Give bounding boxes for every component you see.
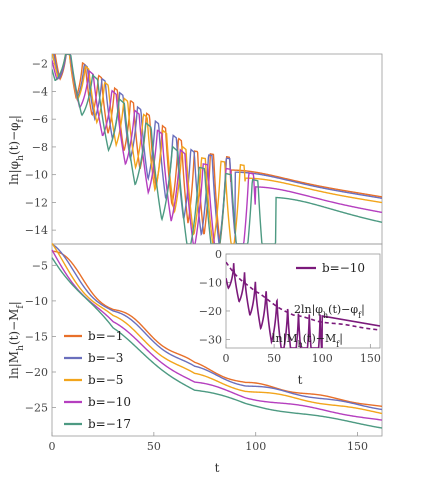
inset-y-tick-label-2: −20 <box>199 305 222 318</box>
bottom-x-ticks: 0 50 100 150 <box>49 432 368 453</box>
inset-series-lines <box>226 261 380 348</box>
inset-y-tick-label-3: −30 <box>199 333 222 346</box>
bottom-y-ticks: −5 −10 −15 −20 −25 <box>25 259 56 415</box>
inset-x-tick-label-3: 150 <box>360 352 381 365</box>
bottom-series-line-2 <box>51 242 383 415</box>
bottom-series-line-0 <box>51 250 383 408</box>
inset-panel: 0 −10 −20 −30 0 50 100 150 t b=−10 2ln|φh(t)−φ… <box>199 248 381 387</box>
top-series-line-1 <box>52 54 382 244</box>
bottom-x-axis-label: t <box>215 461 220 475</box>
top-y-tick-label-1: −4 <box>32 85 48 98</box>
inset-annotation-phi: 2ln|φh(t)−φf| <box>294 303 365 320</box>
inset-y-tick-label-1: −10 <box>199 276 222 289</box>
bottom-x-tick-label-2: 100 <box>245 440 266 453</box>
bottom-y-tick-label-1: −10 <box>25 295 48 308</box>
inset-x-tick-label-1: 50 <box>267 352 281 365</box>
top-y-ticks: −2 −4 −6 −8 −10 −12 −14 <box>25 58 56 237</box>
bottom-x-tick-label-1: 50 <box>147 440 161 453</box>
top-series-lines <box>52 54 382 244</box>
top-y-tick-label-2: −6 <box>32 113 48 126</box>
top-y-tick-label-6: −14 <box>25 224 48 237</box>
top-series-line-2 <box>52 54 382 244</box>
bottom-y-tick-label-4: −25 <box>25 402 48 415</box>
legend-label-1: b=−3 <box>88 351 123 365</box>
bottom-series-line-3 <box>51 249 383 421</box>
inset-x-axis-label: t <box>298 373 303 387</box>
inset-annotation-m: ln|Mh(t)−Mf| <box>272 332 343 349</box>
top-panel: −2 −4 −6 −8 −10 −12 −14 ln|φh(t)−φf| <box>7 53 383 245</box>
inset-y-tick-label-0: 0 <box>215 248 222 261</box>
top-series-line-4 <box>52 54 382 244</box>
bottom-y-tick-label-2: −15 <box>25 330 48 343</box>
bottom-x-tick-label-0: 0 <box>49 440 56 453</box>
legend-label-4: b=−17 <box>88 417 131 431</box>
bottom-panel: −5−10−15−20−25 0 50 100 150 ln|Mh(t)−Mf| t … <box>7 242 383 475</box>
top-y-tick-label-3: −8 <box>32 141 48 154</box>
legend-label-3: b=−10 <box>88 395 131 409</box>
inset-panel-frame <box>225 253 381 349</box>
bottom-series-line-4 <box>51 257 383 429</box>
bottom-panel-frame <box>51 243 383 437</box>
legend: b=−1 b=−3 b=−5 b=−10 b=−17 <box>64 329 131 431</box>
inset-x-tick-label-2: 100 <box>312 352 333 365</box>
top-y-tick-label-0: −2 <box>32 58 48 71</box>
inset-y-ticks: 0 −10 −20 −30 <box>199 248 230 346</box>
top-y-axis-label: ln|φh(t)−φf| <box>7 115 26 185</box>
legend-label-2: b=−5 <box>88 373 123 387</box>
inset-x-ticks: 0 50 100 150 <box>223 344 381 365</box>
top-series-line-3 <box>52 54 382 244</box>
bottom-y-tick-label-3: −20 <box>25 366 48 379</box>
inset-x-tick-label-0: 0 <box>223 352 230 365</box>
bottom-series-lines <box>51 242 383 429</box>
inset-series-line-phi <box>226 263 380 348</box>
bottom-x-tick-label-3: 150 <box>347 440 368 453</box>
top-y-tick-label-4: −10 <box>25 169 48 182</box>
bottom-y-tick-label-0: −5 <box>32 259 48 272</box>
bottom-y-axis-label: ln|Mh(t)−Mf| <box>7 301 26 379</box>
legend-label-0: b=−1 <box>88 329 123 343</box>
inset-series-line-m <box>226 261 380 331</box>
top-y-tick-label-5: −12 <box>25 196 48 209</box>
bottom-series-line-1 <box>51 243 383 411</box>
inset-legend-label: b=−10 <box>322 261 365 275</box>
